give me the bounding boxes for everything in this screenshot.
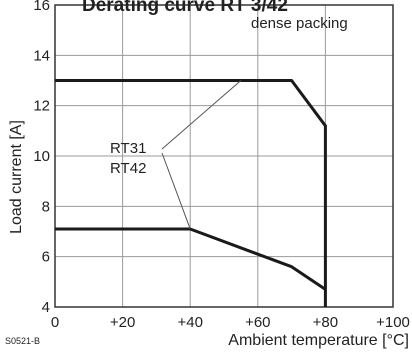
series-label-rt31: RT31 xyxy=(110,140,146,157)
series-line-rt31 xyxy=(55,79,327,307)
y-tick-label: 10 xyxy=(33,148,50,165)
y-tick-label: 16 xyxy=(33,0,50,14)
series-lines xyxy=(55,79,327,307)
y-tick-label: 12 xyxy=(33,98,50,115)
chart-title: Derating curve RT 3/42 xyxy=(82,0,288,16)
figure-code: S0521-B xyxy=(5,336,40,346)
plot-frame xyxy=(54,4,394,308)
y-tick-label: 14 xyxy=(33,47,50,64)
x-tick-label: +20 xyxy=(110,314,135,331)
series-line-rt42 xyxy=(55,227,327,291)
x-axis-title: Ambient temperature [°C] xyxy=(228,332,409,349)
tick-labels: 0 +20 +40 +60 +80 +100 4 6 8 10 12 14 16 xyxy=(33,0,410,331)
x-tick-label: +60 xyxy=(245,314,270,331)
x-tick-label: +100 xyxy=(376,314,410,331)
y-tick-label: 4 xyxy=(42,299,50,316)
leader-line-rt42 xyxy=(161,152,191,230)
y-axis-title: Load current [A] xyxy=(8,120,25,234)
grid xyxy=(54,4,394,308)
y-tick-label: 8 xyxy=(42,198,50,215)
series-label-rt42: RT42 xyxy=(110,160,146,177)
leader-line-rt31 xyxy=(161,80,242,150)
x-tick-label: +80 xyxy=(313,314,338,331)
dense-packing-annotation: dense packing xyxy=(251,15,348,32)
x-tick-label: 0 xyxy=(51,314,59,331)
x-tick-label: +40 xyxy=(177,314,202,331)
y-tick-label: 6 xyxy=(42,249,50,266)
plot-border xyxy=(54,4,394,308)
leader-lines xyxy=(161,80,242,230)
